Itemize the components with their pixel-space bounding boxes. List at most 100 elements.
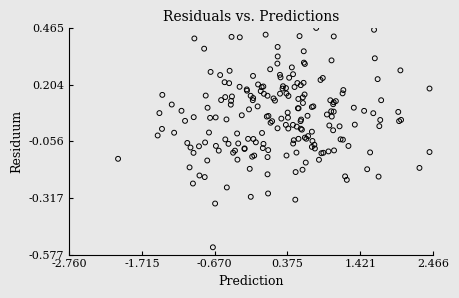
Point	[298, 127, 306, 132]
Point	[196, 173, 203, 178]
Point	[376, 118, 384, 122]
Point	[249, 98, 257, 103]
Point	[205, 130, 213, 135]
Point	[299, 95, 307, 100]
X-axis label: Prediction: Prediction	[218, 275, 284, 288]
Point	[301, 62, 308, 66]
Point	[288, 65, 296, 70]
Point	[328, 58, 335, 63]
Point	[190, 115, 197, 119]
Point	[284, 110, 291, 115]
Point	[228, 35, 235, 39]
Point	[290, 138, 297, 143]
Point	[234, 131, 241, 136]
Y-axis label: Residuum: Residuum	[10, 110, 23, 173]
Point	[263, 114, 270, 119]
Point	[313, 26, 320, 30]
Point	[270, 96, 277, 101]
Point	[300, 60, 308, 65]
Point	[319, 150, 327, 155]
Point	[330, 102, 337, 107]
Point	[260, 91, 268, 96]
Point	[246, 167, 253, 171]
Point	[351, 122, 358, 127]
Point	[292, 170, 299, 174]
Point	[297, 117, 305, 122]
Point	[260, 142, 267, 146]
Point	[330, 100, 337, 105]
Point	[295, 97, 302, 101]
Point	[293, 150, 300, 155]
Point	[168, 102, 175, 107]
Point	[364, 167, 371, 172]
Point	[250, 136, 257, 141]
Point	[158, 127, 166, 131]
Point	[285, 94, 292, 98]
Point	[252, 140, 259, 145]
Point	[282, 86, 290, 91]
Point	[308, 145, 315, 149]
Point	[343, 178, 351, 182]
Point	[289, 122, 297, 127]
Point	[280, 84, 287, 89]
Point	[228, 94, 235, 99]
Point	[225, 81, 233, 86]
Point	[299, 167, 306, 172]
Point	[215, 148, 223, 153]
Point	[260, 84, 267, 89]
Point	[264, 172, 271, 177]
Point	[285, 75, 293, 80]
Point	[264, 155, 271, 159]
Point	[299, 101, 307, 105]
Point	[258, 85, 265, 89]
Point	[274, 44, 281, 49]
Point	[289, 72, 297, 77]
Point	[267, 67, 274, 72]
Point	[274, 61, 281, 66]
Point	[159, 92, 166, 97]
Point	[369, 111, 377, 116]
Point	[290, 141, 297, 146]
Point	[257, 89, 264, 94]
Point	[236, 84, 243, 89]
Point	[202, 140, 209, 145]
Point	[254, 104, 261, 109]
Point	[350, 105, 358, 110]
Point	[297, 119, 304, 123]
Point	[291, 85, 298, 89]
Point	[259, 146, 267, 150]
Point	[243, 88, 251, 93]
Point	[330, 148, 338, 153]
Point	[264, 93, 271, 98]
Point	[212, 144, 219, 148]
Point	[204, 105, 211, 110]
Point	[295, 136, 302, 141]
Point	[267, 120, 274, 125]
Point	[301, 92, 308, 97]
Point	[282, 122, 290, 127]
Point	[249, 74, 257, 78]
Point	[189, 181, 196, 186]
Point	[264, 148, 272, 153]
Point	[325, 123, 333, 128]
Point	[328, 114, 336, 119]
Title: Residuals vs. Predictions: Residuals vs. Predictions	[163, 10, 339, 24]
Point	[300, 80, 307, 85]
Point	[330, 34, 337, 39]
Point	[264, 191, 272, 196]
Point	[274, 126, 281, 131]
Point	[278, 116, 285, 121]
Point	[294, 106, 302, 111]
Point	[308, 105, 315, 109]
Point	[276, 72, 284, 77]
Point	[178, 108, 185, 113]
Point	[247, 194, 254, 199]
Point	[225, 142, 232, 146]
Point	[308, 129, 316, 134]
Point	[241, 146, 248, 151]
Point	[227, 102, 235, 107]
Point	[269, 119, 276, 124]
Point	[258, 131, 266, 135]
Point	[186, 165, 193, 170]
Point	[218, 98, 225, 103]
